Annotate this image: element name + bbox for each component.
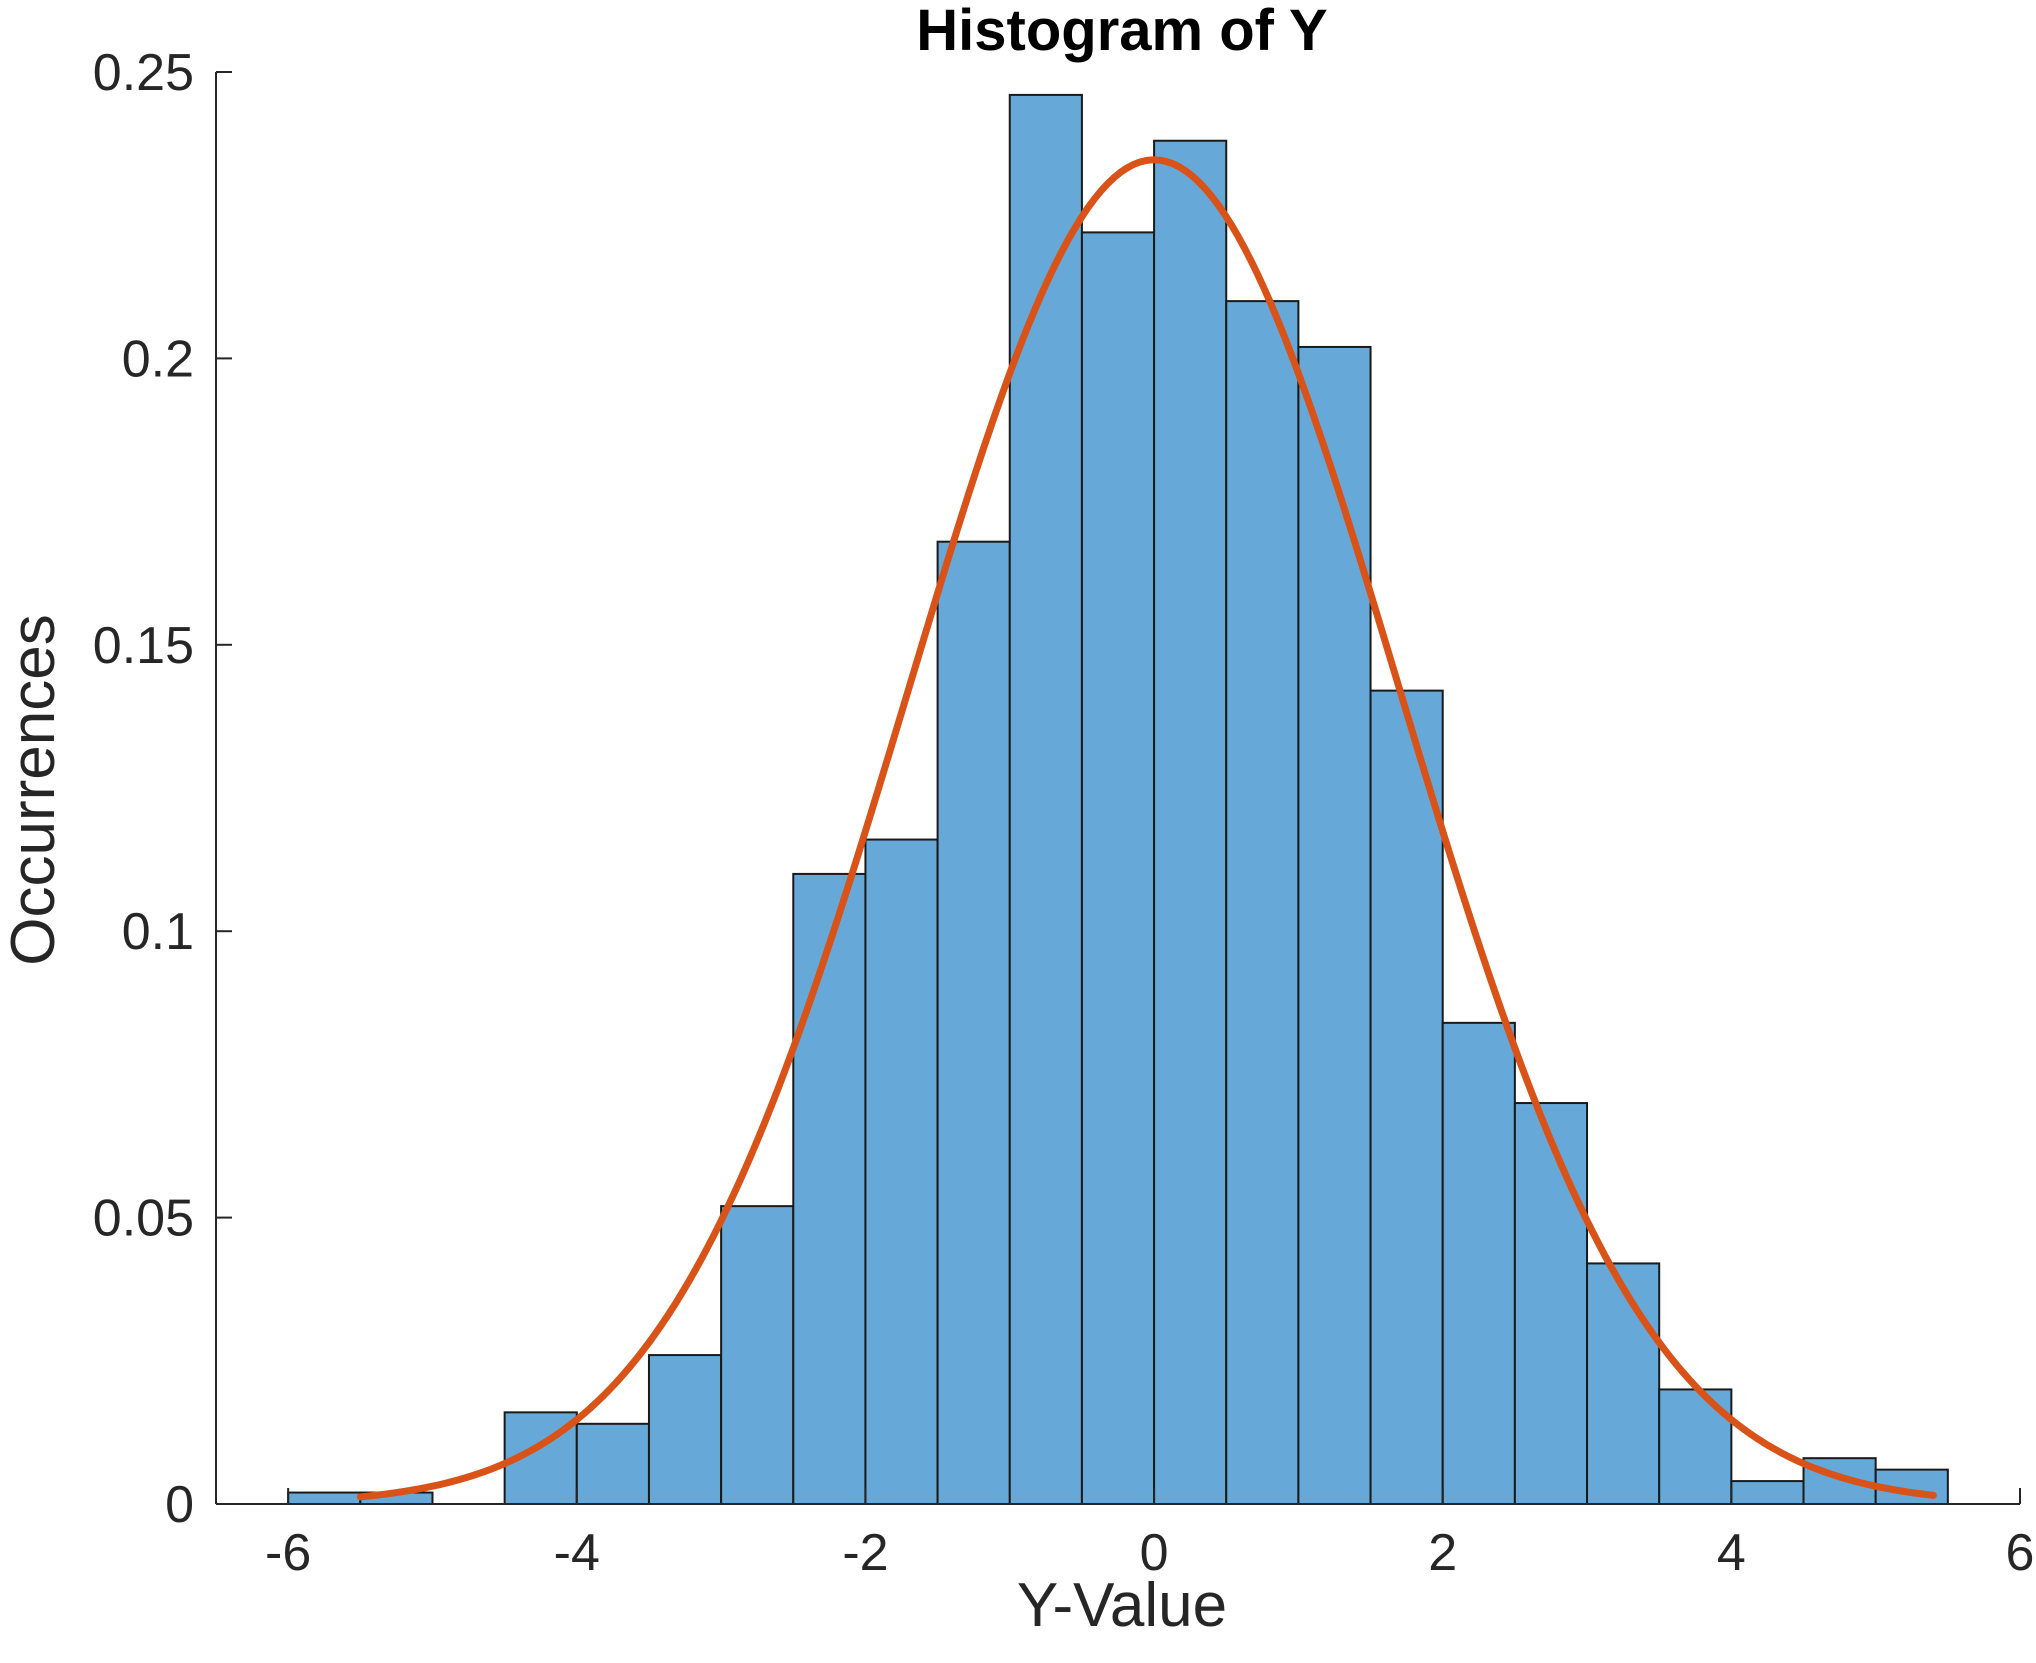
y-tick-label: 0.15 [93,617,194,675]
histogram-bar [720,1205,795,1506]
y-tick-label: 0 [165,1476,194,1534]
bars-group [287,93,1949,1506]
y-tick-label: 0.25 [93,44,194,102]
histogram-bar [287,1491,362,1505]
x-tick-label: 2 [1428,1524,1457,1582]
x-tick-label: -4 [554,1524,600,1582]
x-tick-label: 6 [2006,1524,2035,1582]
histogram-bar [864,838,939,1505]
axes-group [215,72,2020,1505]
histogram-bar [1513,1102,1589,1506]
histogram-bar [936,540,1011,1505]
histogram-bar [1008,93,1083,1506]
x-tick-label: 4 [1717,1524,1746,1582]
histogram-bar [575,1422,650,1505]
fit-curve-group [356,156,1937,1501]
x-axis-label: Y-Value [1017,1571,1227,1640]
histogram-bar [1586,1262,1661,1505]
x-tick-label: 0 [1140,1524,1169,1582]
y-tick-label: 0.05 [93,1190,194,1248]
y-tick-label: 0.2 [122,330,194,388]
ticks-group: -6 -4 -2 0 2 4 6 0 0.05 0.1 0.15 0.2 0.25 [93,44,2035,1582]
normal-fit-curve [356,156,1937,1501]
histogram-bar [647,1354,723,1506]
histogram-bar [1225,300,1300,1505]
histogram-bar [1369,689,1444,1505]
histogram-bar [1730,1480,1805,1506]
histogram-bar [1080,231,1156,1505]
y-axis-label: Occurrences [0,614,68,965]
histogram-bar [1441,1021,1516,1506]
histogram-bar [1153,139,1228,1506]
histogram-bar [792,872,867,1505]
chart-title: Histogram of Y [916,0,1327,63]
y-tick-label: 0.1 [122,903,194,961]
histogram-bar [1297,345,1372,1506]
x-tick-label: -6 [265,1524,311,1582]
x-tick-label: -2 [842,1524,888,1582]
